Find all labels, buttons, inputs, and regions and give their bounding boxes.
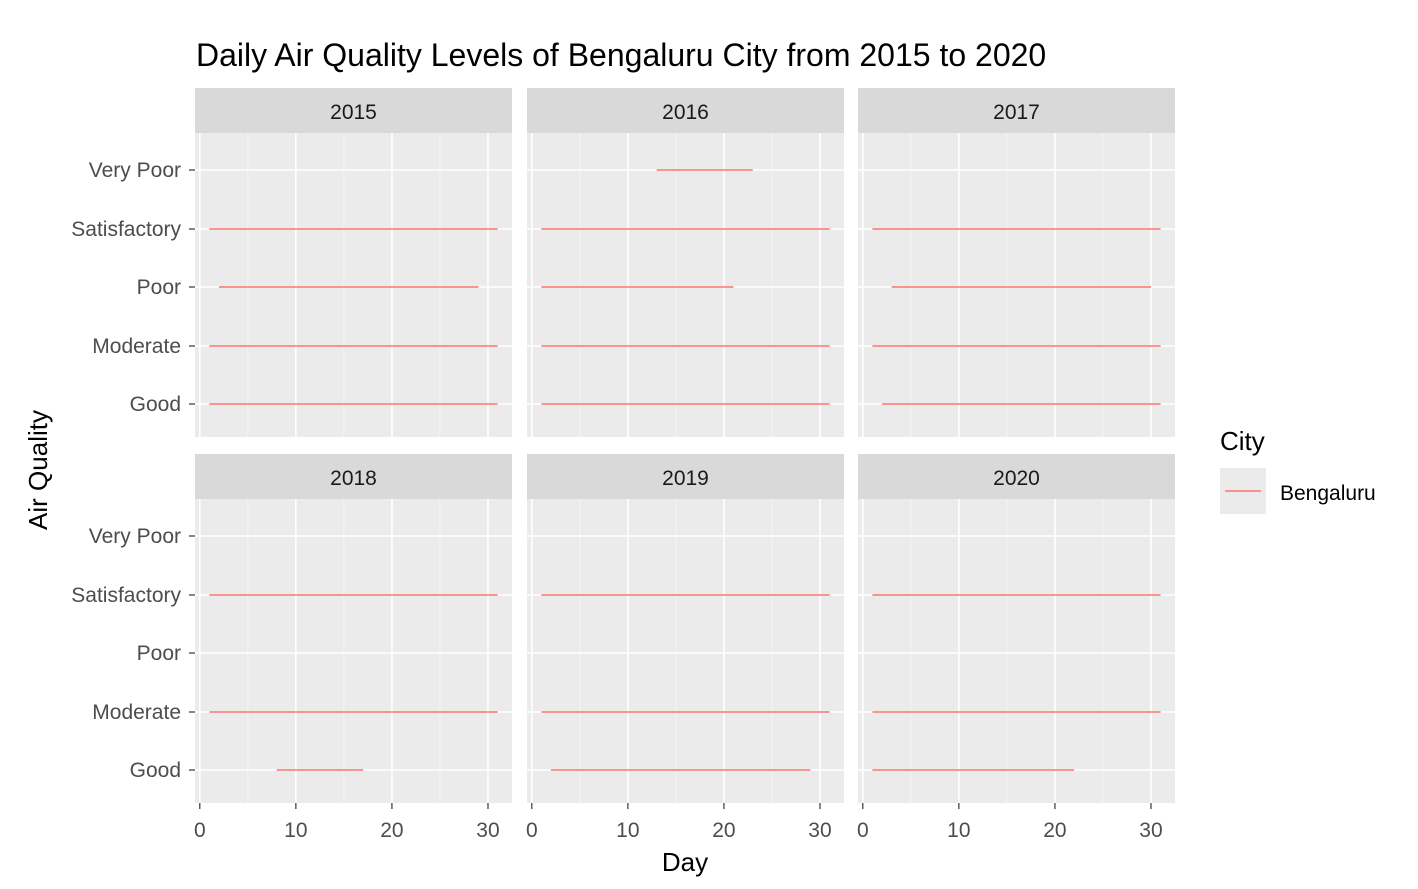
- facet-strip-label: 2019: [662, 467, 709, 490]
- facet-strip: [858, 88, 1175, 133]
- facet-panel-2019: 2019 0 10 20 30: [526, 454, 844, 842]
- x-tick-label: 30: [476, 819, 499, 842]
- panel-background: [858, 133, 1175, 437]
- facet-panels: 2015 Good Moderate Poor Satisfactory Very Poo…: [71, 88, 1175, 842]
- y-tick-label: Moderate: [92, 335, 181, 358]
- facet-strip-label: 2016: [662, 101, 709, 124]
- y-tick-label: Poor: [137, 276, 181, 299]
- legend-entry-bengaluru: Bengaluru: [1280, 482, 1376, 505]
- facet-strip: [527, 88, 844, 133]
- y-axis-title: Air Quality: [23, 410, 53, 530]
- facet-strip-label: 2018: [330, 467, 377, 490]
- x-axis-title: Day: [662, 847, 708, 877]
- x-tick-label: 20: [380, 819, 403, 842]
- facet-panel-2018: 2018 Good Moderate Poor Satisfactory Very Poo…: [71, 454, 512, 842]
- panel-background: [527, 499, 844, 803]
- facet-panel-2017: 2017: [858, 88, 1175, 437]
- panel-background: [195, 133, 512, 437]
- y-tick-label: Poor: [137, 642, 181, 665]
- x-tick-label: 20: [712, 819, 735, 842]
- facet-strip: [195, 88, 512, 133]
- facet-strip-label: 2015: [330, 101, 377, 124]
- y-tick-label: Moderate: [92, 701, 181, 724]
- facet-strip: [527, 454, 844, 499]
- panel-background: [858, 499, 1175, 803]
- x-tick-label: 10: [284, 819, 307, 842]
- facet-strip: [195, 454, 512, 499]
- x-tick-label: 10: [616, 819, 639, 842]
- panel-background: [527, 133, 844, 437]
- y-tick-label: Satisfactory: [71, 584, 181, 607]
- x-tick-label: 10: [947, 819, 970, 842]
- chart-title: Daily Air Quality Levels of Bengaluru Ci…: [196, 37, 1046, 73]
- facet-panel-2020: 2020 0 10 20 30: [857, 454, 1175, 842]
- facet-strip-label: 2020: [993, 467, 1040, 490]
- y-tick-label: Satisfactory: [71, 218, 181, 241]
- x-tick-label: 0: [526, 819, 538, 842]
- y-tick-label: Good: [130, 393, 181, 416]
- facet-strip-label: 2017: [993, 101, 1040, 124]
- legend-title: City: [1220, 426, 1265, 456]
- y-tick-label: Very Poor: [89, 525, 181, 548]
- x-tick-label: 20: [1043, 819, 1066, 842]
- x-tick-label: 30: [1139, 819, 1162, 842]
- y-tick-label: Good: [130, 759, 181, 782]
- x-tick-label: 0: [857, 819, 869, 842]
- x-tick-label: 30: [808, 819, 831, 842]
- x-tick-label: 0: [194, 819, 206, 842]
- facet-panel-2015: 2015 Good Moderate Poor Satisfactory Very Poo…: [71, 88, 512, 437]
- y-tick-label: Very Poor: [89, 159, 181, 182]
- facet-panel-2016: 2016: [527, 88, 844, 437]
- facet-strip: [858, 454, 1175, 499]
- legend: City Bengaluru: [1220, 426, 1376, 514]
- panel-background: [195, 499, 512, 803]
